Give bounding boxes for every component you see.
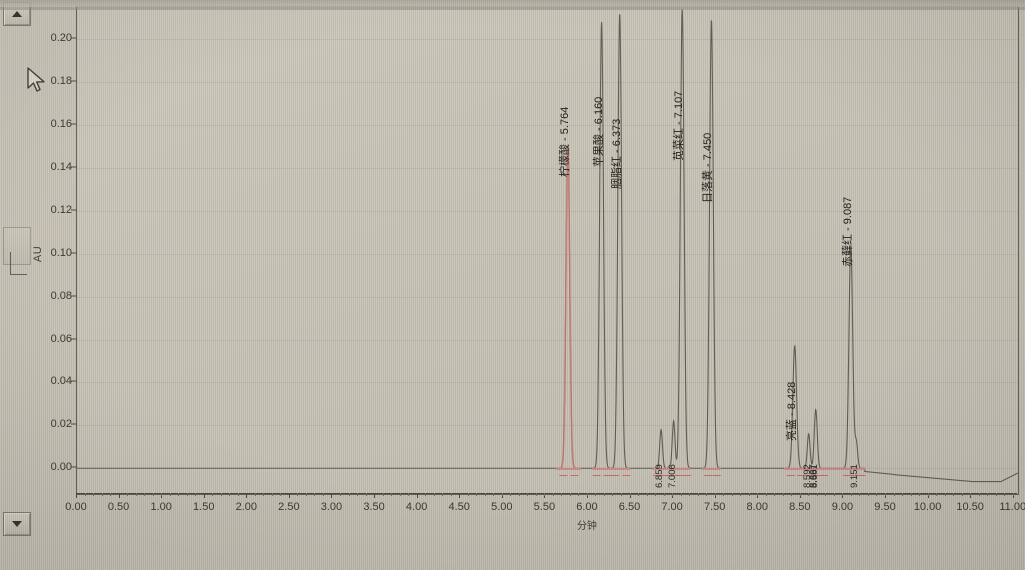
peak-label: 6.859: [654, 464, 666, 488]
y-tick-label: 0.16: [50, 117, 72, 130]
y-tick-mark: [71, 380, 77, 382]
x-tick-label: 10.00: [913, 501, 942, 513]
screen-top-bezel-shadow: [0, 7, 1025, 10]
y-tick-mark: [71, 252, 77, 254]
x-tick-label: 3.50: [363, 501, 385, 513]
x-tick-mark: [374, 493, 376, 498]
x-tick-label: 9.50: [874, 501, 896, 513]
x-tick-label: 7.00: [661, 501, 683, 513]
y-tick-mark: [71, 80, 77, 82]
x-tick-label: 8.00: [746, 501, 768, 513]
peak-label: 日落黄 - 7.450: [702, 132, 715, 203]
y-tick-mark: [71, 295, 77, 297]
x-tick-label: 1.00: [150, 501, 172, 513]
peak-label: 9.151: [849, 464, 861, 488]
x-tick-label: 6.00: [576, 501, 598, 513]
x-tick-label: 7.50: [703, 501, 726, 513]
y-axis-bracket: [10, 252, 27, 275]
x-tick-label: 1.50: [193, 501, 215, 513]
chromatogram-trace: [77, 9, 1018, 483]
y-tick-label: 0.00: [50, 461, 72, 474]
x-tick-mark: [416, 493, 418, 498]
x-tick-label: 11.00: [999, 501, 1025, 513]
peak-label: 柠檬酸 - 5.764: [558, 106, 571, 177]
x-tick-label: 10.50: [956, 501, 984, 513]
x-tick-label: 0.00: [65, 501, 87, 513]
screen-top-bezel: [0, 0, 1025, 7]
peak-label: 7.006: [666, 464, 678, 488]
peak-label: 亮蓝 - 8.428: [785, 381, 798, 441]
y-tick-mark: [71, 123, 77, 125]
y-tick-label: 0.14: [50, 160, 72, 173]
x-tick-mark: [118, 493, 120, 498]
y-tick-mark: [71, 209, 77, 211]
highlighted-peak-curve: [557, 144, 579, 470]
x-tick-mark: [76, 493, 77, 498]
x-tick-mark: [459, 493, 461, 498]
peak-label: 苹果酸 - 6.160: [592, 96, 605, 167]
x-tick-mark: [331, 493, 333, 498]
signal-curve: [77, 9, 1018, 483]
y-tick-mark: [71, 338, 77, 340]
y-tick-label: 0.04: [50, 375, 72, 388]
x-tick-mark: [203, 493, 205, 498]
peak-label: 8.667: [808, 464, 820, 488]
x-tick-mark: [288, 493, 290, 498]
x-tick-label: 6.50: [618, 501, 641, 513]
x-tick-label: 2.00: [235, 501, 258, 513]
x-tick-label: 3.00: [320, 501, 343, 513]
plot-area: 柠檬酸 - 5.764 苹果酸 - 6.160 胭脂红 - 6.373 6.859 7.…: [77, 7, 1018, 494]
x-tick-label: 5.50: [533, 501, 556, 513]
y-tick-label: 0.18: [50, 75, 72, 88]
x-tick-label: 2.50: [278, 501, 300, 513]
x-tick-label: 9.00: [831, 501, 854, 513]
y-tick-label: 0.10: [50, 246, 72, 259]
y-tick-label: 0.02: [50, 418, 72, 431]
y-tick-mark: [71, 423, 77, 425]
mouse-cursor-icon: [27, 67, 45, 92]
x-tick-label: 0.50: [107, 501, 130, 513]
x-axis-title: 分钟: [576, 521, 597, 532]
x-tick-label: 4.50: [448, 501, 470, 513]
y-tick-label: 0.12: [50, 203, 72, 216]
y-tick-mark: [71, 166, 77, 168]
y-tick-label: 0.08: [50, 289, 72, 302]
peak-label: 赤藓红 - 9.087: [841, 196, 854, 267]
x-tick-label: 5.00: [491, 501, 513, 513]
x-tick-label: 4.00: [405, 501, 428, 513]
peak-label: 苋菜红 - 7.107: [673, 90, 686, 161]
y-tick-label: 0.06: [50, 332, 72, 345]
chevron-up-icon: [12, 11, 22, 17]
chromatogram-plot[interactable]: 柠檬酸 - 5.764 苹果酸 - 6.160 胭脂红 - 6.373 6.859 7.…: [76, 6, 1019, 495]
y-tick-label: 0.20: [50, 32, 72, 45]
y-tick-mark: [71, 37, 77, 39]
x-axis: 0.00 0.50 1.00 1.50 2.00 2.50 3.00 3.50 4.00 4.50…: [65, 493, 1025, 532]
y-axis-title: AU: [32, 245, 45, 263]
chevron-down-icon: [12, 521, 22, 527]
x-tick-label: 8.50: [789, 501, 811, 513]
x-tick-mark: [246, 493, 248, 498]
peak-label: 胭脂红 - 6.373: [610, 118, 623, 189]
y-tick-mark: [71, 466, 77, 468]
scroll-down-button[interactable]: [3, 512, 31, 536]
